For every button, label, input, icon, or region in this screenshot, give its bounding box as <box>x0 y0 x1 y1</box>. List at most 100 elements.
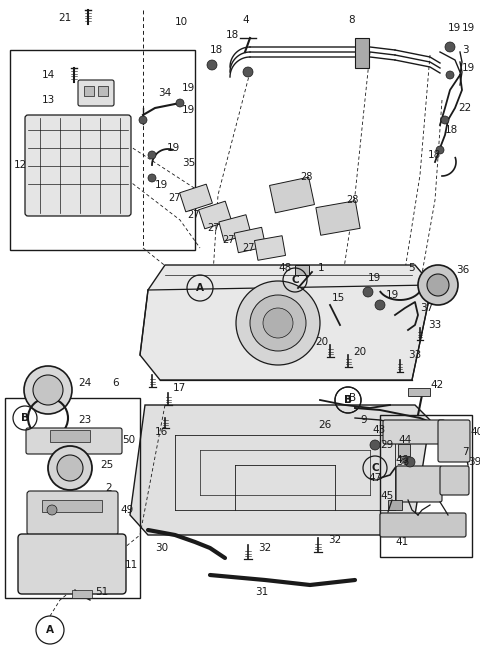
Text: 46: 46 <box>395 455 408 465</box>
Text: 27: 27 <box>207 223 219 233</box>
Bar <box>295 265 309 275</box>
Circle shape <box>427 274 449 296</box>
Text: 19: 19 <box>182 83 195 93</box>
Text: 20: 20 <box>315 337 328 347</box>
Bar <box>42 500 102 512</box>
Text: 3: 3 <box>462 45 468 55</box>
Text: 35: 35 <box>182 158 195 168</box>
FancyBboxPatch shape <box>27 491 118 535</box>
Text: 27: 27 <box>222 235 235 245</box>
Text: B: B <box>21 413 29 423</box>
Text: 45: 45 <box>380 491 393 501</box>
Bar <box>10 50 195 250</box>
Text: 22: 22 <box>458 103 471 113</box>
Circle shape <box>243 67 253 77</box>
FancyBboxPatch shape <box>78 80 114 106</box>
Text: 27: 27 <box>187 210 200 220</box>
Text: 19: 19 <box>462 23 475 33</box>
Text: 33: 33 <box>408 350 421 360</box>
Text: 18: 18 <box>445 125 458 135</box>
Text: C: C <box>291 275 299 285</box>
Text: 43: 43 <box>372 425 385 435</box>
Text: 24: 24 <box>78 378 91 388</box>
Text: 41: 41 <box>395 537 408 547</box>
Text: 27: 27 <box>242 243 254 253</box>
Bar <box>355 38 369 68</box>
Text: B: B <box>344 395 352 405</box>
FancyBboxPatch shape <box>25 115 131 216</box>
Bar <box>50 430 90 442</box>
Circle shape <box>363 287 373 297</box>
Circle shape <box>47 505 57 515</box>
FancyBboxPatch shape <box>26 428 122 454</box>
Text: 4: 4 <box>242 15 249 25</box>
FancyBboxPatch shape <box>438 420 470 462</box>
Circle shape <box>418 265 458 305</box>
Text: 19: 19 <box>386 290 399 300</box>
Text: 25: 25 <box>100 460 113 470</box>
Text: 27: 27 <box>168 193 180 203</box>
Text: 28: 28 <box>300 172 312 182</box>
Bar <box>254 236 286 260</box>
Text: 18: 18 <box>210 45 223 55</box>
Circle shape <box>446 71 454 79</box>
Text: 40: 40 <box>470 427 480 437</box>
Text: 12: 12 <box>14 160 27 170</box>
Text: 9: 9 <box>360 415 367 425</box>
Text: 19: 19 <box>167 143 180 153</box>
Circle shape <box>148 151 156 159</box>
Text: 39: 39 <box>468 457 480 467</box>
Circle shape <box>33 375 63 405</box>
Text: 49: 49 <box>120 505 133 515</box>
Text: 18: 18 <box>226 30 239 40</box>
Text: 36: 36 <box>456 265 469 275</box>
Text: 17: 17 <box>173 383 186 393</box>
Bar <box>388 500 402 510</box>
Text: 32: 32 <box>258 543 271 553</box>
Text: 48: 48 <box>278 263 291 273</box>
Text: 26: 26 <box>318 420 331 430</box>
Text: 20: 20 <box>353 347 366 357</box>
Text: 50: 50 <box>122 435 135 445</box>
Circle shape <box>176 99 184 107</box>
Text: 30: 30 <box>155 543 168 553</box>
Circle shape <box>441 116 449 124</box>
Circle shape <box>375 300 385 310</box>
Bar <box>219 214 251 242</box>
FancyBboxPatch shape <box>383 420 445 444</box>
Text: A: A <box>46 625 54 635</box>
Polygon shape <box>140 265 432 380</box>
Text: 8: 8 <box>348 15 355 25</box>
Text: 6: 6 <box>112 378 119 388</box>
Bar <box>84 86 94 96</box>
Bar <box>316 201 360 235</box>
Circle shape <box>57 455 83 481</box>
Text: A: A <box>196 283 204 293</box>
Text: C: C <box>371 463 379 473</box>
Text: 31: 31 <box>255 587 268 597</box>
Text: 18: 18 <box>428 150 441 160</box>
FancyBboxPatch shape <box>440 466 469 495</box>
Text: 19: 19 <box>155 180 168 190</box>
Text: 10: 10 <box>175 17 188 27</box>
Text: 51: 51 <box>95 587 108 597</box>
Text: 19: 19 <box>448 23 461 33</box>
Text: 19: 19 <box>368 273 381 283</box>
Bar <box>234 227 266 253</box>
Circle shape <box>236 281 320 365</box>
Text: 14: 14 <box>42 70 55 80</box>
Circle shape <box>250 295 306 351</box>
Circle shape <box>370 440 380 450</box>
Text: 19: 19 <box>182 105 195 115</box>
Circle shape <box>436 146 444 154</box>
FancyBboxPatch shape <box>380 513 466 537</box>
Text: 11: 11 <box>125 560 138 570</box>
Text: 5: 5 <box>408 263 415 273</box>
Text: 23: 23 <box>78 415 91 425</box>
Circle shape <box>207 60 217 70</box>
Text: 19: 19 <box>462 63 475 73</box>
Bar <box>380 415 472 557</box>
Circle shape <box>139 116 147 124</box>
Text: 47: 47 <box>368 473 381 483</box>
Text: 33: 33 <box>428 320 441 330</box>
